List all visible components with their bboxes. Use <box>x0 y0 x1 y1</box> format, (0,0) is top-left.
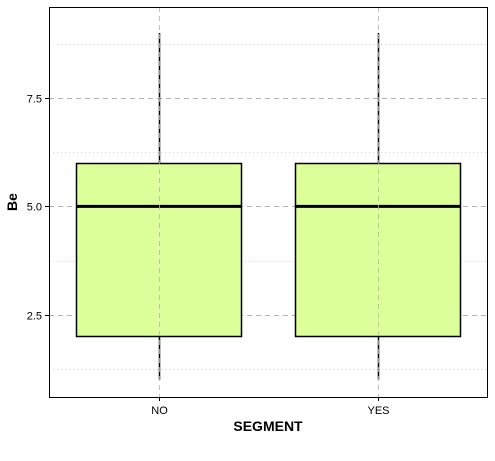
panel-border <box>49 7 488 398</box>
x-tick-label: NO <box>151 405 168 417</box>
y-tick-label: 2.5 <box>27 311 42 323</box>
x-axis-title: SEGMENT <box>233 418 303 434</box>
y-axis-title: Be <box>4 193 20 211</box>
axes: 2.5 5.0 7.5 NO YES <box>27 94 390 418</box>
y-tick-label: 5.0 <box>27 202 42 214</box>
x-tick-label: YES <box>367 405 389 417</box>
y-tick-label: 7.5 <box>27 94 42 106</box>
